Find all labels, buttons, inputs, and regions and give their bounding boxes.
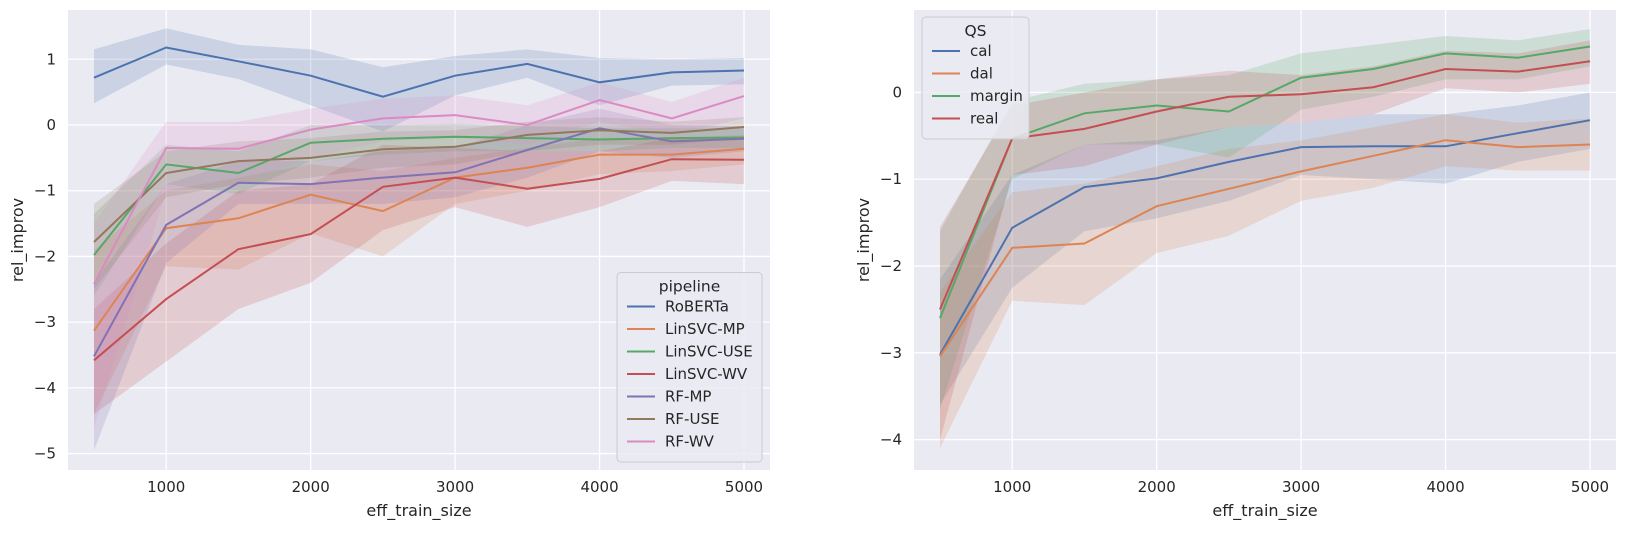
y-tick-label: 1 — [46, 50, 56, 68]
plot-area — [914, 10, 1616, 470]
legend-title: pipeline — [659, 278, 721, 296]
y-tick-label: −1 — [880, 170, 902, 188]
y-tick-label: −4 — [34, 379, 56, 397]
y-tick-label: 0 — [46, 116, 56, 134]
legend-label: RF-MP — [665, 388, 711, 406]
x-tick-label: 1000 — [993, 478, 1031, 496]
band-real — [940, 40, 1590, 440]
band-RF-MP — [94, 108, 744, 451]
legend-label: real — [970, 110, 998, 128]
series-line-LinSVC-WV — [93, 158, 745, 362]
band-cal — [940, 92, 1590, 405]
chart-panel-1: −5 −4 −3 −2 −1 0 1 1000 2000 3000 4000 5000 eff_trai… — [8, 10, 770, 521]
series-line-RF-USE — [93, 126, 745, 243]
legend-label: RF-USE — [665, 410, 719, 428]
legend-label: cal — [970, 42, 992, 60]
legend-box — [616, 272, 763, 463]
y-axis-label: rel_improv — [8, 198, 28, 282]
legend: QS cal dal margin real — [921, 16, 1030, 140]
x-tick-label: 2000 — [292, 478, 330, 496]
series-line-real — [939, 60, 1591, 310]
x-tick-label: 2000 — [1138, 478, 1176, 496]
x-tick-label: 4000 — [1426, 478, 1464, 496]
series-line-cal — [939, 119, 1591, 356]
legend-label: LinSVC-WV — [665, 365, 748, 383]
band-dal — [940, 114, 1590, 449]
series-line-dal — [939, 139, 1591, 357]
series-line-RF-WV — [93, 95, 745, 285]
y-tick-label: −1 — [34, 182, 56, 200]
legend-label: RoBERTa — [665, 298, 729, 316]
x-tick-label: 1000 — [147, 478, 185, 496]
legend-label: dal — [970, 65, 993, 83]
band-LinSVC-MP — [94, 134, 744, 415]
series-line-LinSVC-USE — [93, 135, 745, 256]
x-tick-label: 5000 — [725, 478, 763, 496]
legend: pipeline RoBERTa LinSVC-MP LinSVC-USE LinSVC… — [616, 272, 763, 463]
x-tick-label: 3000 — [436, 478, 474, 496]
series-line-RoBERTa — [93, 46, 745, 98]
x-axis-label: eff_train_size — [1212, 501, 1317, 521]
y-tick-label: −4 — [880, 431, 902, 449]
x-axis-label: eff_train_size — [366, 501, 471, 521]
legend-label: LinSVC-USE — [665, 343, 753, 361]
x-tick-label: 3000 — [1282, 478, 1320, 496]
legend-label: RF-WV — [665, 433, 715, 451]
y-tick-label: −2 — [34, 247, 56, 265]
x-tick-label: 4000 — [580, 478, 618, 496]
y-tick-label: −2 — [880, 257, 902, 275]
band-LinSVC-USE — [94, 123, 744, 296]
series-line-LinSVC-MP — [93, 147, 745, 332]
legend-box — [921, 16, 1030, 140]
series-line-RF-MP — [93, 127, 745, 357]
legend-label: margin — [970, 87, 1023, 105]
y-tick-label: 0 — [892, 83, 902, 101]
chart-panel-2: −4 −3 −2 −1 0 1000 2000 3000 4000 5000 eff_train_s… — [854, 10, 1616, 521]
series-lines — [93, 46, 745, 362]
band-LinSVC-WV — [94, 138, 744, 415]
y-axis-label: rel_improv — [854, 198, 874, 282]
series-lines — [939, 45, 1591, 357]
y-tick-label: −3 — [34, 313, 56, 331]
band-RoBERTa — [94, 28, 744, 132]
x-tick-label: 5000 — [1571, 478, 1609, 496]
y-tick-label: −3 — [880, 344, 902, 362]
y-tick-label: −5 — [34, 445, 56, 463]
legend-label: LinSVC-MP — [665, 320, 745, 338]
legend-title: QS — [964, 22, 986, 40]
